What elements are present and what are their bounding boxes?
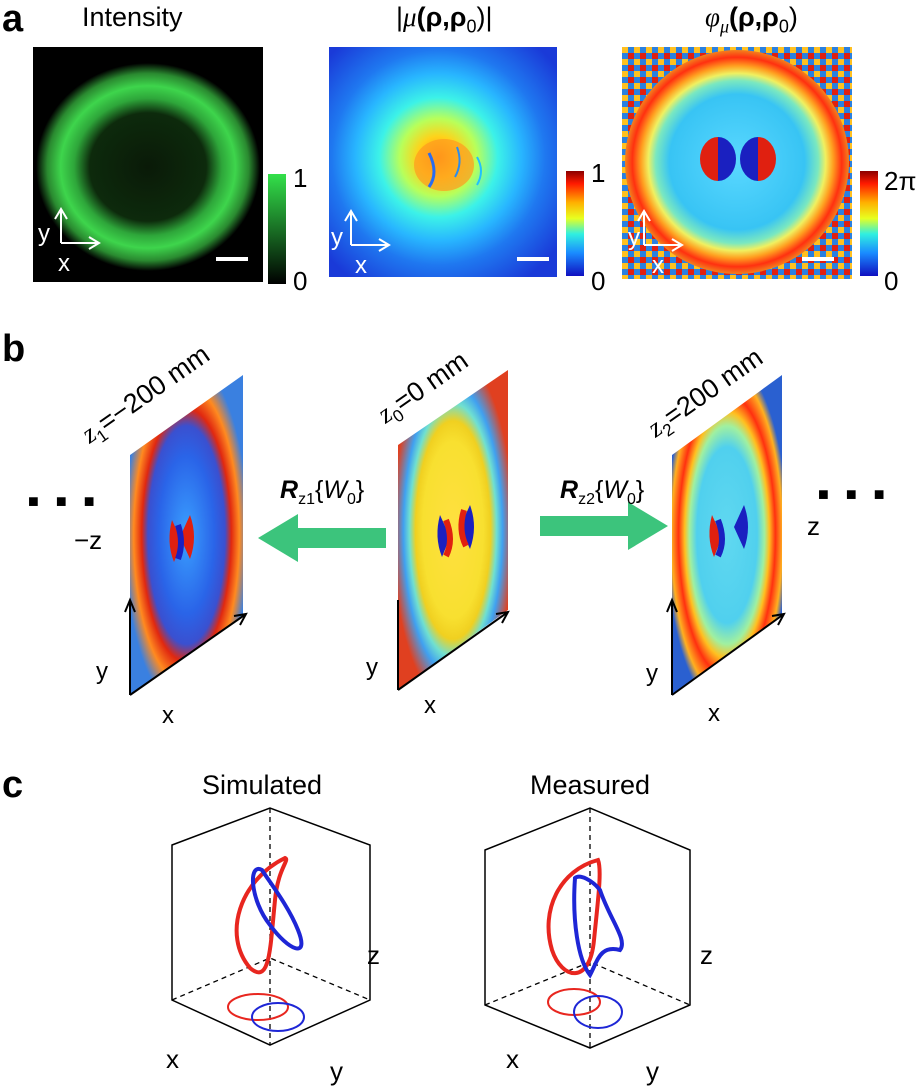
slice-right <box>666 375 786 696</box>
mu-phase-title: φμ(ρ,ρ0) <box>705 2 798 37</box>
simulated-curves <box>227 855 305 1032</box>
mu-abs-title: |μ(ρ,ρ0)| <box>396 2 493 37</box>
simulated-axis-y: y <box>330 1056 343 1086</box>
measured-axis-y: y <box>646 1056 659 1086</box>
slice-center-axis-y: y <box>366 654 378 681</box>
measured-box <box>484 807 691 1049</box>
intensity-cb-max: 1 <box>293 163 308 193</box>
intensity-colorbar <box>268 174 286 284</box>
mu-phase-cb-min: 0 <box>884 266 899 296</box>
mu-abs-axis-y: y <box>331 224 343 251</box>
panel-label-a: a <box>2 0 24 40</box>
mu-phase-axis-y: y <box>628 224 640 251</box>
intensity-title: Intensity <box>82 2 183 32</box>
mu-abs-cb-min: 0 <box>591 266 606 296</box>
slice-left <box>124 375 248 696</box>
simulated-title: Simulated <box>202 770 323 800</box>
measured-curves <box>546 857 624 1029</box>
mu-phase-cb-max: 2π <box>884 166 917 196</box>
measured-axis-x: x <box>506 1044 519 1074</box>
arrow-right <box>540 502 668 550</box>
slice-center-axis-x: x <box>424 692 436 719</box>
slice-center <box>397 370 510 691</box>
slice-left-axis-y: y <box>96 658 108 685</box>
mu-abs-image <box>329 47 557 277</box>
intensity-axis-y: y <box>38 220 50 247</box>
simulated-axis-z: z <box>367 940 380 970</box>
measured-axis-z: z <box>700 940 713 970</box>
slice-right-axis-x: x <box>708 700 720 727</box>
mu-abs-colorbar <box>566 171 584 276</box>
slice-right-axis-y: y <box>646 660 658 687</box>
dir-minus-z: −z <box>74 525 103 555</box>
intensity-axis-x: x <box>58 250 70 277</box>
intensity-cb-min: 0 <box>293 266 308 296</box>
propagation-diagram <box>124 370 786 696</box>
arrow-left <box>258 514 386 562</box>
simulated-axis-x: x <box>166 1044 179 1074</box>
op-right-label: Rz2{W0} <box>560 476 645 508</box>
op-left-label: Rz1{W0} <box>280 476 365 508</box>
intensity-image <box>33 47 263 282</box>
measured-title: Measured <box>530 770 651 800</box>
mu-phase-axis-x: x <box>652 252 664 279</box>
mu-phase-colorbar <box>860 171 878 276</box>
slice-left-axis-x: x <box>162 702 174 729</box>
ellipsis-left: ■ ■ ■ <box>28 491 101 511</box>
mu-abs-axis-x: x <box>355 252 367 279</box>
dir-plus-z: z <box>807 511 820 541</box>
mu-phase-image <box>622 47 852 279</box>
mu-abs-cb-max: 1 <box>591 158 606 188</box>
ellipsis-right: ■ ■ ■ <box>818 484 891 504</box>
panel-label-b: b <box>2 328 26 370</box>
panel-label-c: c <box>2 764 24 806</box>
